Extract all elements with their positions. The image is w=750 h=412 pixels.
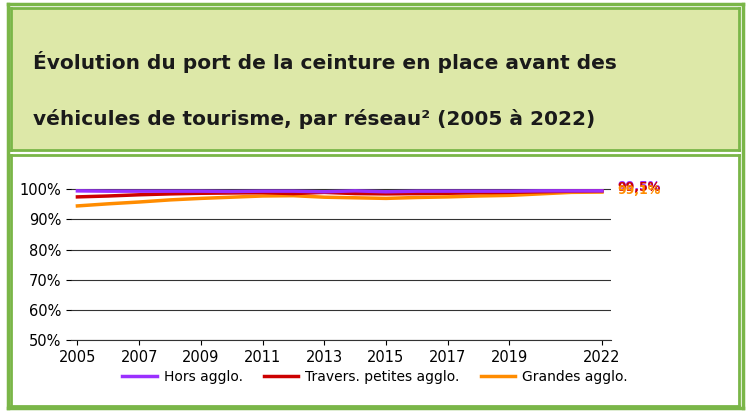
Legend: Hors agglo., Travers. petites agglo., Grandes agglo.: Hors agglo., Travers. petites agglo., Gr… xyxy=(116,365,634,389)
Text: Évolution du port de la ceinture en place avant des: Évolution du port de la ceinture en plac… xyxy=(33,51,617,73)
Text: véhicules de tourisme, par réseau² (2005 à 2022): véhicules de tourisme, par réseau² (2005… xyxy=(33,109,596,129)
Text: 99,5%: 99,5% xyxy=(617,180,661,193)
Text: 99,1%: 99,1% xyxy=(617,184,661,197)
Text: 99,5%: 99,5% xyxy=(617,181,661,194)
